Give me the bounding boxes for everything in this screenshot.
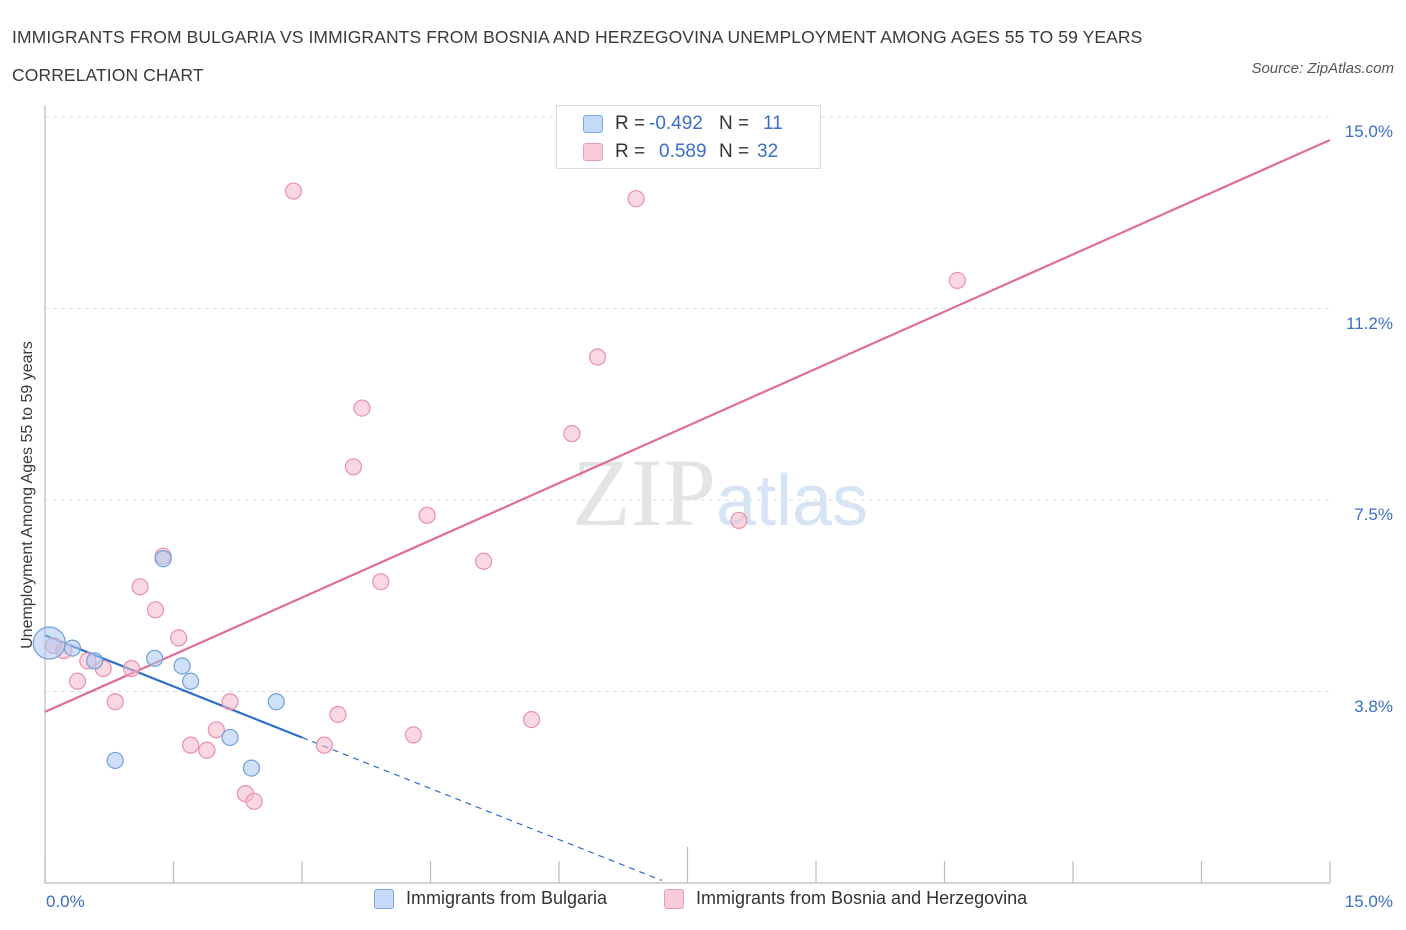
trend-line-extension	[301, 736, 663, 882]
data-point-bulgaria	[154, 550, 172, 568]
legend-n-label: N =	[719, 113, 750, 134]
data-point-bosnia	[68, 672, 87, 690]
chart-source: Source: ZipAtlas.com	[1251, 60, 1394, 77]
data-point-bulgaria	[182, 672, 200, 690]
data-point-bosnia	[475, 552, 493, 570]
data-point-bosnia	[522, 710, 541, 729]
data-point-bosnia	[146, 601, 165, 619]
x-tick-label-min: 0.0%	[46, 892, 85, 911]
legend-n-value: 11	[763, 113, 783, 134]
data-point-bulgaria	[106, 751, 124, 770]
data-point-bulgaria	[63, 639, 82, 657]
legend-swatch-bulgaria	[374, 888, 394, 909]
legend-item-bosnia: Immigrants from Bosnia and Herzegovina	[664, 888, 1027, 909]
data-point-bosnia	[404, 726, 422, 744]
correlation-legend: R = -0.492 N = 11 R = 0.589 N = 32	[556, 105, 821, 169]
y-tick-label: 7.5%	[1354, 505, 1393, 524]
data-point-bosnia	[122, 659, 141, 678]
data-point-bulgaria	[267, 693, 285, 711]
data-point-bosnia	[131, 578, 149, 596]
data-point-bulgaria	[221, 728, 239, 747]
data-point-bosnia	[418, 506, 436, 524]
data-point-bosnia	[245, 792, 263, 810]
x-tick-label-max: 15.0%	[1344, 892, 1393, 911]
data-point-bosnia	[948, 271, 966, 290]
legend-r-value: -0.492	[649, 113, 703, 134]
data-point-bulgaria	[146, 649, 164, 667]
data-point-bosnia	[372, 573, 390, 591]
trend-line-bosnia	[44, 138, 1331, 713]
data-point-bosnia	[284, 182, 303, 200]
data-point-bosnia	[730, 511, 748, 530]
data-point-bosnia	[182, 736, 200, 754]
data-point-bosnia	[106, 693, 124, 711]
y-tick-label: 15.0%	[1344, 122, 1393, 141]
legend-swatch-bosnia	[664, 888, 684, 909]
legend-n-value: 32	[757, 141, 779, 162]
watermark-zip: ZIP	[572, 439, 716, 546]
data-point-bosnia	[329, 705, 347, 724]
data-point-bosnia	[221, 693, 239, 711]
legend-label-bosnia: Immigrants from Bosnia and Herzegovina	[696, 888, 1028, 908]
legend-r-value: 0.589	[659, 141, 707, 162]
data-point-bulgaria	[242, 759, 261, 777]
data-point-bosnia	[563, 425, 581, 443]
data-point-bosnia	[353, 399, 371, 417]
data-points	[32, 182, 966, 810]
data-point-bosnia	[588, 348, 607, 366]
y-tick-label: 3.8%	[1354, 696, 1393, 716]
legend-swatch-bulgaria	[583, 115, 603, 133]
data-point-bosnia	[198, 741, 216, 759]
data-point-bosnia	[627, 190, 645, 208]
legend-row-bosnia: R = 0.589 N = 32	[583, 139, 778, 165]
legend-swatch-bosnia	[583, 143, 603, 161]
gridlines	[45, 116, 1330, 692]
data-point-bulgaria	[32, 626, 66, 660]
legend-label-bulgaria: Immigrants from Bulgaria	[406, 888, 608, 908]
watermark: ZIPatlas	[572, 439, 868, 546]
data-point-bulgaria	[173, 657, 191, 675]
data-point-bosnia	[315, 736, 333, 754]
data-point-bosnia	[344, 458, 362, 476]
axes	[44, 105, 1331, 884]
data-point-bulgaria	[86, 652, 104, 670]
legend-row-bulgaria: R = -0.492 N = 11	[583, 111, 783, 137]
data-point-bosnia	[170, 629, 188, 647]
legend-n-label: N =	[719, 141, 750, 162]
legend-r-label: R =	[615, 113, 646, 134]
y-tick-label: 11.2%	[1346, 313, 1393, 333]
legend-item-bulgaria: Immigrants from Bulgaria	[374, 888, 607, 909]
legend-r-label: R =	[615, 141, 646, 162]
data-point-bosnia	[207, 721, 225, 739]
chart-title: IMMIGRANTS FROM BULGARIA VS IMMIGRANTS F…	[12, 27, 1143, 85]
